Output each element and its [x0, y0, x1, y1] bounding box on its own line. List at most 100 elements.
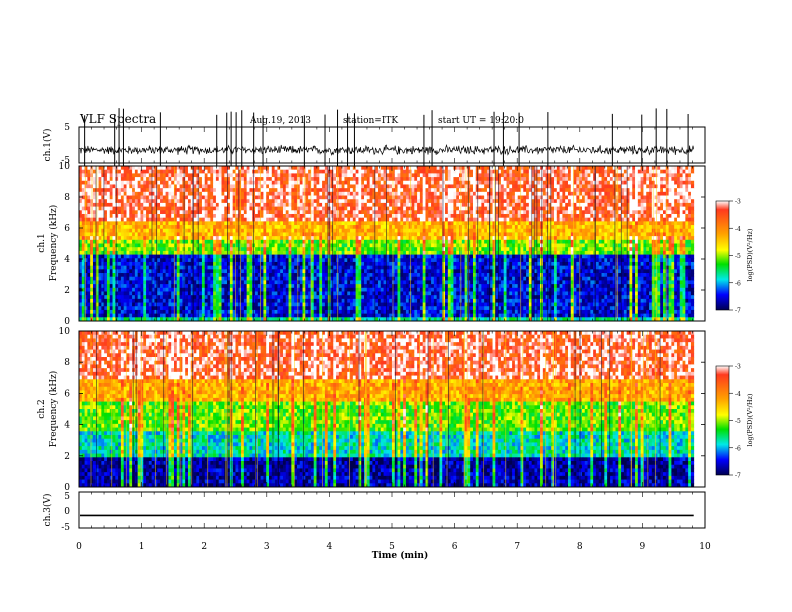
ch1-spectrogram-cell — [229, 306, 234, 311]
ch1-spectrogram-cell — [274, 225, 278, 230]
ch1-spectrogram-cell — [140, 221, 144, 226]
ch1-spectrogram-cell — [221, 280, 225, 285]
ch1-spectrogram-cell — [274, 199, 278, 204]
ch1-spectrogram-cell — [238, 169, 242, 174]
ch1-spectrogram-cell — [229, 213, 234, 219]
ch1-spectrogram-cell — [160, 298, 164, 303]
ch1-spectrogram-cell — [199, 298, 203, 303]
ch1-spectrogram-cell — [246, 306, 250, 311]
ch1-spectrogram-cell — [344, 225, 348, 230]
ch1-spectrogram-cell — [120, 239, 125, 244]
ch1-spectrogram-cell — [338, 280, 343, 285]
ch1-spectrogram-cell — [313, 195, 317, 200]
ch1-spectrogram-cell — [187, 247, 192, 252]
ch1-spectrogram-cell — [246, 276, 250, 281]
ch1-spectrogram-cell — [405, 317, 410, 322]
ch1-spectrogram-cell — [352, 254, 357, 259]
ch1-spectrogram-cell — [129, 177, 133, 182]
ch1-spectrogram-cell — [137, 269, 141, 274]
ch1-spectrogram-cell — [112, 261, 116, 267]
ch1-spectrogram-cell — [372, 284, 376, 289]
ch1-spectrogram-cell — [266, 276, 270, 281]
ch1-spectrogram-cell — [151, 217, 155, 222]
ch1-spectrogram-cell — [372, 298, 376, 303]
ch1-spectrogram-cell — [257, 291, 262, 296]
ch1-spectrogram-cell — [372, 202, 376, 207]
ch1-spectrogram-cell — [403, 250, 407, 255]
ch1-spectrogram-cell — [330, 169, 334, 174]
ch1-spectrogram-cell — [361, 202, 365, 207]
ch1-spectrogram-cell — [201, 213, 206, 219]
ch1-spectrogram-cell — [98, 243, 102, 248]
ch1-waveform-spikes — [84, 108, 689, 167]
ch1-spectrogram-cell — [151, 258, 155, 263]
ch1-spectrogram-cell — [129, 258, 133, 263]
ch1-spectrogram-cell — [207, 298, 211, 303]
ch1-spectrogram-cell — [389, 184, 393, 189]
ch1-spectrogram-cell — [338, 210, 343, 215]
ch1-spectrogram-cell — [126, 276, 130, 281]
ch1-spectrogram-cell — [193, 188, 197, 193]
ch1-spectrogram-cell — [95, 269, 99, 274]
ch1-spectrogram-cell — [129, 291, 133, 296]
ch1-spectrogram-cell — [260, 287, 264, 292]
ch1-spectrogram-cell — [120, 180, 125, 185]
ch1-spectrogram-cell — [213, 250, 217, 255]
ch1-spectrogram-cell — [229, 258, 234, 263]
ch1-spectrogram-cell — [98, 313, 102, 318]
ch1-spectrogram-cell — [291, 221, 295, 226]
ch1-spectrogram-cell — [221, 276, 225, 281]
ch1-spectrogram-cell — [246, 213, 250, 219]
ch1-spectrogram-cell — [263, 276, 267, 281]
ch1-spectrogram-cell — [333, 210, 337, 215]
ch1-spectrogram-cell — [369, 188, 373, 193]
ch1-spectrogram-cell — [109, 206, 113, 211]
ch1-spectrogram-cell — [224, 306, 228, 311]
ch1-spectrogram-cell — [221, 228, 225, 233]
ch1-spectrogram-cell — [126, 280, 130, 285]
ch1-spectrogram-cell — [280, 199, 284, 204]
ch1-spectrogram-cell — [104, 191, 108, 196]
ch1-spectrogram-cell — [294, 221, 298, 226]
ch1-spectrogram-cell — [126, 298, 130, 303]
ch1-spectrogram-cell — [361, 276, 365, 281]
ch1-spectrogram-cell — [235, 177, 239, 182]
ch1-spectrogram-cell — [377, 225, 382, 230]
ch1-spectrogram-cell — [316, 280, 320, 285]
ch1-spectrogram-cell — [101, 199, 105, 204]
ch1-spectrogram-cell — [241, 177, 245, 182]
ch1-spectrogram-cell — [269, 191, 273, 196]
ch1-spectrogram-cell — [377, 206, 382, 211]
ch1-spectrogram-cell — [383, 269, 387, 274]
ch1-spectrogram-cell — [405, 280, 410, 285]
ch1-spectrogram-cell — [235, 302, 239, 307]
ch1-spectrogram-cell — [162, 206, 167, 211]
ch1-spectrogram-cell — [383, 206, 387, 211]
ch1-spectrogram-cell — [322, 191, 326, 196]
ch1-spectrogram-cell — [227, 228, 231, 233]
ch1-spectrogram-cell — [207, 202, 211, 207]
ch1-spectrogram-cell — [358, 206, 362, 211]
ch1-spectrogram-cell — [157, 169, 161, 174]
ch1-spectrogram-cell — [366, 169, 370, 174]
ch1-spectrogram-cell — [176, 166, 180, 171]
ch1-spectrogram-cell — [81, 317, 85, 322]
ch1-spectrogram-cell — [137, 239, 141, 244]
ch1-spectrogram-cell — [229, 317, 234, 322]
ch1-spectrogram-cell — [95, 276, 99, 281]
ch1-spectrogram-cell — [210, 236, 214, 241]
ch1-spectrogram-cell — [171, 291, 175, 296]
ch1-spectrogram-cell — [285, 247, 289, 252]
ch1-spectrogram-cell — [229, 221, 234, 226]
ch1-spectrogram-cell — [162, 250, 167, 255]
ch1-spectrogram-cell — [333, 213, 337, 219]
ch1-spectrogram-cell — [201, 184, 206, 189]
ch1-spectrogram-cell — [98, 306, 102, 311]
ch1-spectrogram-cell — [324, 243, 329, 248]
ch1-spectrogram-cell — [369, 317, 373, 322]
ch1-spectrogram-cell — [190, 265, 194, 270]
ch1-spectrogram-cell — [109, 191, 113, 196]
ch1-spectrogram-cell — [199, 243, 203, 248]
ch1-spectrogram-cell — [296, 206, 301, 211]
ch1-spectrogram-cell — [157, 239, 161, 244]
